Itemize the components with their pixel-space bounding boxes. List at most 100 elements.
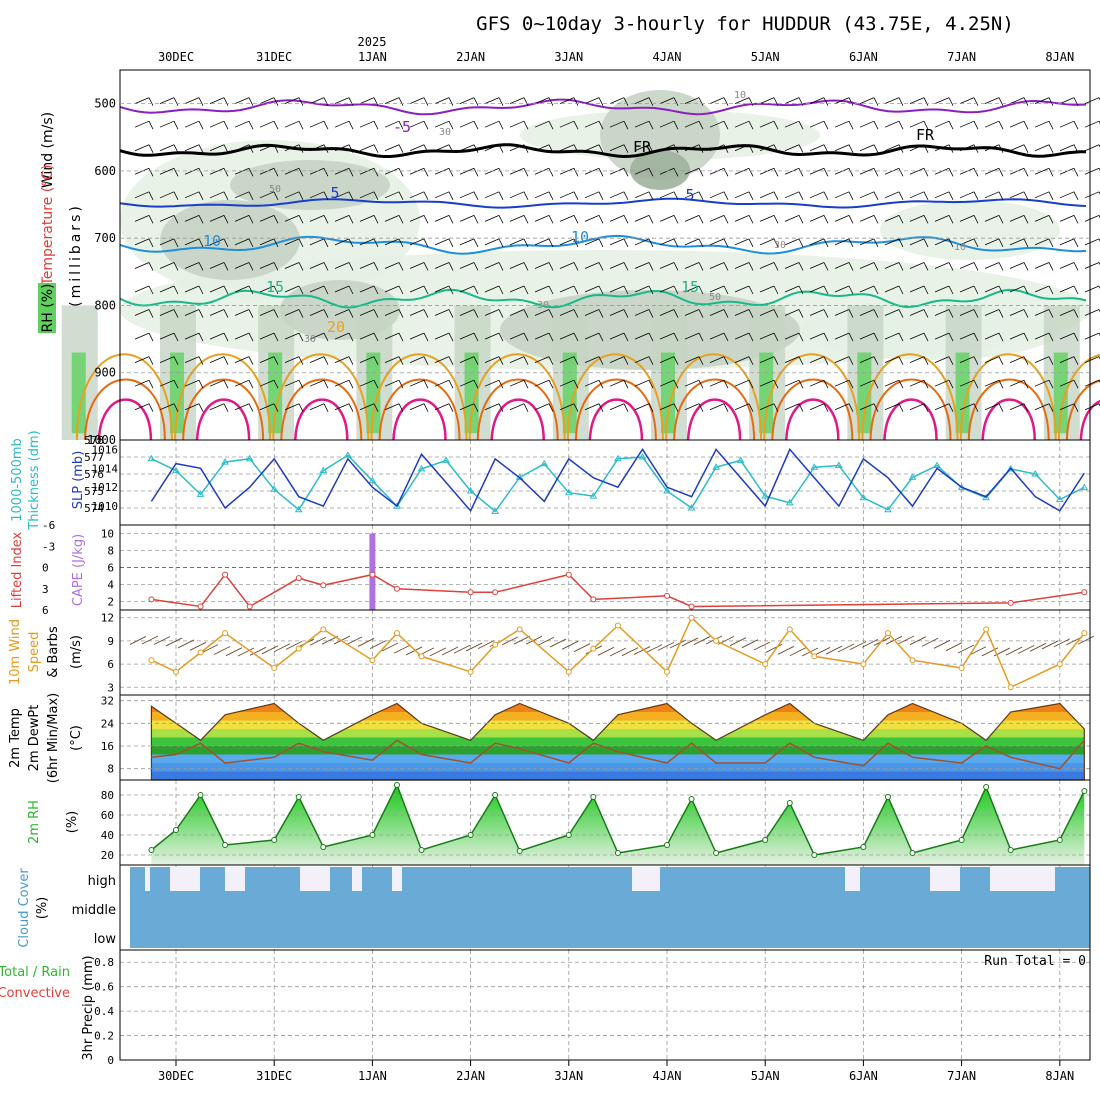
upper-wind-barb: [734, 356, 750, 364]
cloud-level-label: low: [94, 932, 117, 947]
upper-wind-barb: [573, 403, 579, 412]
upper-wind-barb: [609, 309, 625, 316]
thickness-line-point: [270, 485, 279, 492]
contour-label: FR: [916, 126, 935, 144]
upper-wind-barb: [473, 144, 479, 153]
upper-wind-barb: [398, 309, 404, 318]
upper-wind-barb: [134, 332, 150, 340]
upper-wind-barb: [634, 332, 650, 340]
upper-wind-barb: [323, 309, 329, 318]
rh-line-point: [467, 832, 474, 838]
upper-wind-barb: [759, 332, 775, 340]
isotherm-30: [785, 398, 840, 441]
upper-wind-barb: [673, 403, 679, 412]
upper-wind-barb: [859, 309, 875, 316]
upper-wind-barb: [784, 356, 800, 364]
upper-wind-barb: [823, 215, 829, 224]
upper-wind-barb: [259, 214, 275, 222]
upper-wind-barb: [523, 356, 529, 365]
upper-wind-barb: [373, 332, 379, 342]
upper-wind-barb: [134, 379, 150, 387]
date-label-top: 31DEC: [256, 50, 292, 64]
upper-wind-barb: [348, 215, 354, 224]
upper-wind-barb: [248, 285, 254, 295]
upper-wind-barb: [523, 285, 529, 295]
upper-wind-barb: [134, 309, 150, 316]
upper-wind-barb: [623, 191, 629, 200]
upper-wind-barb: [284, 356, 300, 364]
upper-tick-label: 900: [94, 366, 116, 380]
upper-wind-barb: [148, 309, 154, 318]
upper-wind-barb: [948, 191, 954, 200]
wind-ylabel-3: & Barbs: [46, 626, 61, 678]
isotherm-30: [97, 398, 153, 441]
upper-wind-barb: [273, 403, 279, 412]
upper-wind-barb: [209, 167, 225, 175]
upper-wind-barb: [734, 262, 750, 269]
upper-wind-barb: [1073, 215, 1079, 224]
upper-wind-barb: [273, 121, 279, 130]
upper-wind-barb: [459, 356, 475, 364]
upper-wind-barb: [673, 238, 679, 248]
upper-wind-barb: [159, 309, 175, 316]
cloud-level-label: high: [88, 874, 116, 889]
upper-wind-barb: [198, 332, 204, 342]
temp-tick: 32: [101, 695, 114, 708]
upper-wind-barb: [534, 285, 550, 293]
upper-wind-barb: [723, 168, 729, 177]
upper-wind-barb: [309, 238, 325, 246]
upper-wind-barb: [948, 356, 954, 365]
upper-wind-barb: [259, 403, 275, 411]
upper-wind-barb: [259, 285, 275, 293]
upper-wind-barb: [1034, 144, 1050, 152]
rh-line-point: [811, 852, 818, 858]
upper-wind-barb: [184, 332, 200, 340]
upper-wind-barb: [384, 403, 400, 411]
upper-wind-barb: [259, 120, 275, 128]
upper-wind-barb: [998, 403, 1004, 412]
upper-wind-barb: [834, 97, 850, 105]
upper-wind-barb: [534, 379, 550, 387]
rh-line-point: [492, 792, 499, 798]
upper-wind-barb: [909, 356, 925, 364]
upper-wind-barb: [423, 285, 429, 295]
thickness-line-point: [1080, 483, 1089, 491]
rh-tick: 60: [101, 809, 114, 822]
wind-barb: [657, 641, 675, 651]
upper-wind-barb: [359, 332, 375, 340]
upper-wind-barb: [184, 97, 200, 105]
upper-wind-barb: [1084, 262, 1100, 269]
upper-wind-barb: [1048, 238, 1054, 248]
wind-barb: [609, 647, 627, 657]
rh-line-point: [320, 844, 327, 850]
upper-wind-barb: [848, 238, 854, 248]
upper-wind-barb: [284, 379, 300, 387]
upper-wind-barb: [323, 380, 329, 389]
upper-wind-barb: [659, 191, 675, 199]
isotherm-neg5: [119, 98, 1087, 116]
upper-wind-barb: [134, 285, 150, 293]
precip-ylabel-3: 3hr Precip (mm): [81, 955, 96, 1060]
lifted-index-line-point: [565, 571, 572, 578]
li-left-tick: 3: [42, 583, 49, 596]
upper-wind-barb: [798, 285, 804, 295]
date-label-top: 2JAN: [456, 50, 485, 64]
contour-label: 30: [774, 240, 786, 251]
rh-column-green: [1053, 352, 1068, 434]
upper-wind-barb: [284, 403, 300, 411]
upper-wind-barb: [873, 144, 879, 153]
contour-label: 15: [266, 278, 284, 296]
upper-wind-barb: [359, 144, 375, 152]
upper-wind-barb: [509, 214, 525, 222]
upper-wind-barb: [1059, 144, 1075, 152]
wind-barb: [633, 646, 651, 655]
upper-wind-barb: [859, 403, 875, 411]
upper-wind-barb: [809, 379, 825, 387]
upper-wind-barb: [698, 121, 704, 130]
upper-wind-barb: [734, 238, 750, 246]
upper-wind-barb: [534, 309, 550, 316]
upper-wind-barb: [859, 97, 875, 105]
upper-wind-barb: [548, 380, 554, 389]
rh-ylabel-1: 2m RH: [27, 800, 42, 844]
upper-wind-barb: [1073, 309, 1079, 318]
